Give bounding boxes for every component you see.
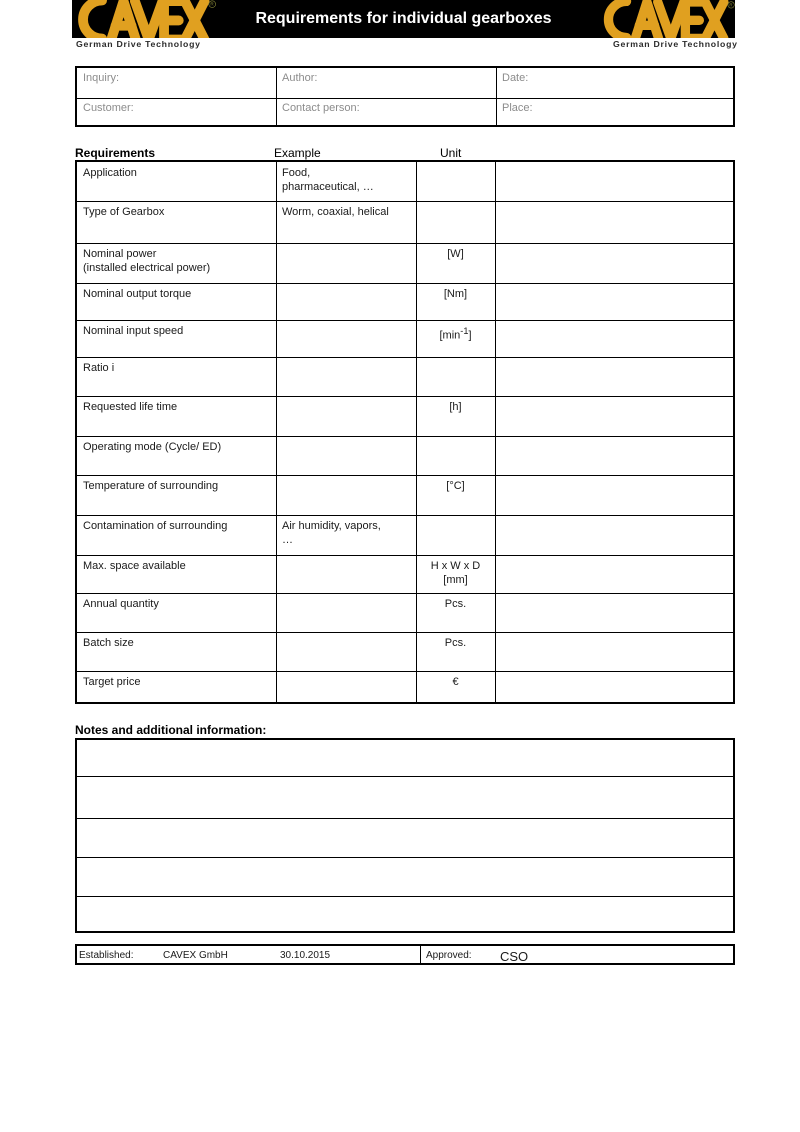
svg-text:R: R xyxy=(729,2,732,7)
svg-text:R: R xyxy=(210,2,214,7)
